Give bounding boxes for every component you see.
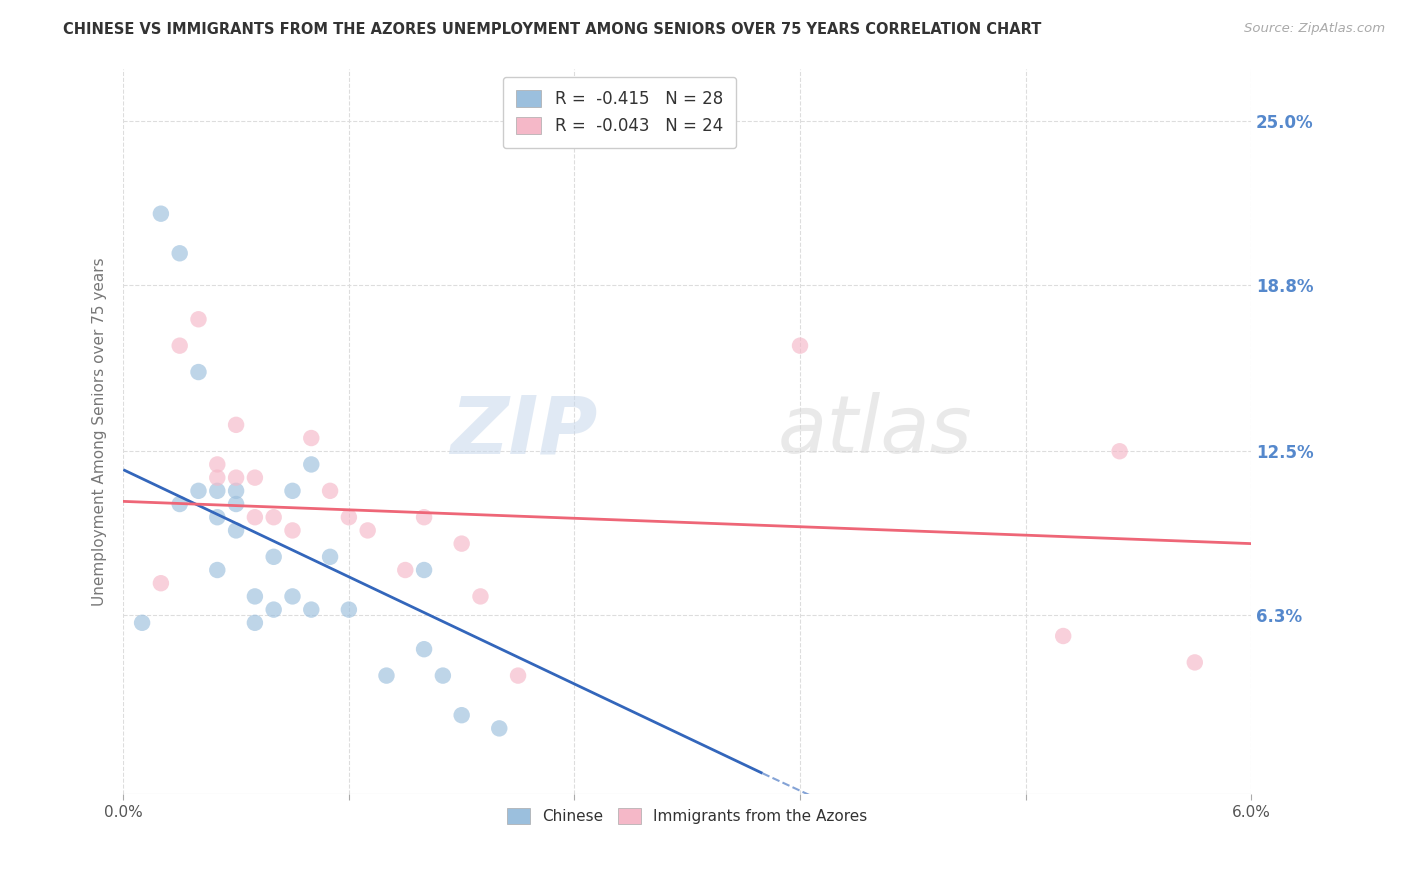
Point <box>299 458 322 472</box>
Legend: Chinese, Immigrants from the Azores: Chinese, Immigrants from the Azores <box>501 802 873 830</box>
Text: ZIP: ZIP <box>450 392 598 470</box>
Point <box>1108 444 1130 458</box>
Text: Source: ZipAtlas.com: Source: ZipAtlas.com <box>1244 22 1385 36</box>
Point <box>243 510 266 524</box>
Point <box>187 312 209 326</box>
Point <box>225 470 247 484</box>
Point <box>225 524 247 538</box>
Point <box>488 722 510 736</box>
Point <box>207 458 229 472</box>
Point <box>225 483 247 498</box>
Point <box>413 510 436 524</box>
Point <box>169 246 191 260</box>
Point <box>243 590 266 604</box>
Point <box>207 470 229 484</box>
Point <box>225 417 247 432</box>
Text: CHINESE VS IMMIGRANTS FROM THE AZORES UNEMPLOYMENT AMONG SENIORS OVER 75 YEARS C: CHINESE VS IMMIGRANTS FROM THE AZORES UN… <box>63 22 1042 37</box>
Point <box>450 536 472 550</box>
Point <box>263 549 285 564</box>
Point <box>299 431 322 445</box>
Text: atlas: atlas <box>778 392 972 470</box>
Point <box>413 563 436 577</box>
Point <box>1184 656 1206 670</box>
Y-axis label: Unemployment Among Seniors over 75 years: Unemployment Among Seniors over 75 years <box>93 257 107 606</box>
Point <box>243 470 266 484</box>
Point <box>207 510 229 524</box>
Point <box>789 339 811 353</box>
Point <box>394 563 416 577</box>
Point <box>281 483 304 498</box>
Point <box>413 642 436 657</box>
Point <box>432 668 454 682</box>
Point <box>319 549 342 564</box>
Point <box>337 602 360 616</box>
Point <box>281 590 304 604</box>
Point <box>281 524 304 538</box>
Point <box>149 576 172 591</box>
Point <box>187 483 209 498</box>
Point <box>319 483 342 498</box>
Point <box>243 615 266 630</box>
Point <box>207 563 229 577</box>
Point <box>450 708 472 723</box>
Point <box>299 602 322 616</box>
Point <box>169 497 191 511</box>
Point <box>470 590 492 604</box>
Point <box>1052 629 1074 643</box>
Point <box>187 365 209 379</box>
Point <box>263 602 285 616</box>
Point <box>149 207 172 221</box>
Point <box>169 339 191 353</box>
Point <box>263 510 285 524</box>
Point <box>225 497 247 511</box>
Point <box>337 510 360 524</box>
Point <box>357 524 380 538</box>
Point <box>506 668 529 682</box>
Point <box>207 483 229 498</box>
Point <box>131 615 153 630</box>
Point <box>375 668 398 682</box>
